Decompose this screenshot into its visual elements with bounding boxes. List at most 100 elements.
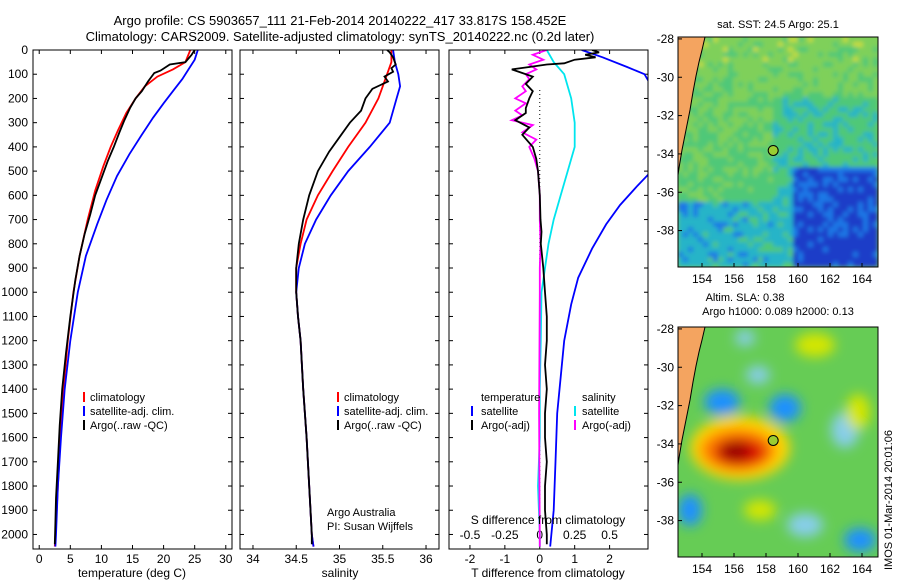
- sst-cell: [813, 262, 818, 267]
- sst-cell: [808, 262, 813, 267]
- legend-satellite: satellite-adj. clim.: [344, 406, 428, 418]
- sst-cell: [858, 97, 863, 102]
- sst-cell: [813, 42, 818, 47]
- sst-cell: [818, 127, 823, 132]
- sst-cell: [758, 262, 763, 267]
- sst-cell: [773, 97, 778, 102]
- sst-cell: [788, 137, 793, 142]
- sst-cell: [863, 67, 868, 72]
- sst-cell: [748, 122, 753, 127]
- sst-cell: [713, 212, 718, 217]
- sst-cell: [813, 237, 818, 242]
- sst-cell: [863, 102, 868, 107]
- sst-cell: [738, 72, 743, 77]
- sst-cell: [738, 102, 743, 107]
- sst-cell: [698, 227, 703, 232]
- sst-cell: [808, 77, 813, 82]
- sst-cell: [743, 122, 748, 127]
- sst-cell: [773, 222, 778, 227]
- sst-cell: [728, 62, 733, 67]
- sst-cell: [828, 112, 833, 117]
- sst-cell: [713, 187, 718, 192]
- sst-cell: [858, 187, 863, 192]
- sst-cell: [748, 187, 753, 192]
- sst-cell: [798, 92, 803, 97]
- sst-cell: [873, 162, 878, 167]
- sst-cell: [803, 107, 808, 112]
- lat-tick-label: -30: [657, 360, 675, 374]
- sst-cell: [853, 232, 858, 237]
- sst-cell: [828, 142, 833, 147]
- sst-cell: [868, 102, 873, 107]
- sst-cell: [808, 142, 813, 147]
- x-tick-label: 35.5: [371, 552, 395, 566]
- sst-cell: [683, 172, 688, 177]
- sst-cell: [718, 192, 723, 197]
- sst-cell: [708, 152, 713, 157]
- sst-cell: [753, 252, 758, 257]
- sst-cell: [853, 82, 858, 87]
- sst-cell: [738, 137, 743, 142]
- sst-cell: [788, 122, 793, 127]
- sst-cell: [868, 82, 873, 87]
- legend-t-argo: Argo(-adj): [481, 420, 530, 432]
- sst-cell: [773, 92, 778, 97]
- sst-cell: [793, 77, 798, 82]
- sst-cell: [843, 47, 848, 52]
- sst-cell: [773, 187, 778, 192]
- sst-cell: [853, 72, 858, 77]
- sst-cell: [683, 162, 688, 167]
- sst-cell: [708, 127, 713, 132]
- sst-cell: [773, 37, 778, 42]
- sst-cell: [688, 132, 693, 137]
- sst-cell: [788, 172, 793, 177]
- sst-cell: [848, 237, 853, 242]
- sst-cell: [793, 47, 798, 52]
- title-line2: Climatology: CARS2009. Satellite-adjuste…: [86, 29, 595, 44]
- sst-cell: [728, 72, 733, 77]
- sst-cell: [793, 147, 798, 152]
- sst-cell: [713, 47, 718, 52]
- lon-tick-label: 164: [852, 272, 872, 286]
- sst-cell: [768, 47, 773, 52]
- sst-cell: [873, 182, 878, 187]
- sst-cell: [693, 162, 698, 167]
- sst-cell: [848, 52, 853, 57]
- depth-tick-label: 1600: [1, 431, 28, 445]
- sst-cell: [703, 137, 708, 142]
- sst-cell: [718, 67, 723, 72]
- sst-cell: [708, 82, 713, 87]
- sst-cell: [773, 107, 778, 112]
- sst-cell: [738, 87, 743, 92]
- sst-cell: [738, 147, 743, 152]
- sst-cell: [823, 222, 828, 227]
- sst-cell: [738, 132, 743, 137]
- sst-cell: [828, 67, 833, 72]
- sst-cell: [713, 102, 718, 107]
- lon-tick-label: 162: [820, 562, 840, 576]
- sst-cell: [703, 82, 708, 87]
- sst-cell: [703, 262, 708, 267]
- depth-tick-label: 1700: [1, 455, 28, 469]
- sst-cell: [733, 102, 738, 107]
- sst-cell: [863, 167, 868, 172]
- sst-cell: [778, 62, 783, 67]
- sst-cell: [773, 122, 778, 127]
- sst-cell: [713, 52, 718, 57]
- sst-cell: [728, 252, 733, 257]
- sst-cell: [803, 262, 808, 267]
- sst-cell: [773, 47, 778, 52]
- sst-cell: [813, 187, 818, 192]
- series-line: [537, 50, 576, 547]
- sst-cell: [843, 217, 848, 222]
- sst-cell: [828, 212, 833, 217]
- sst-cell: [713, 97, 718, 102]
- sla-field: [678, 330, 876, 552]
- sst-cell: [733, 87, 738, 92]
- sst-cell: [808, 87, 813, 92]
- sst-cell: [698, 127, 703, 132]
- sst-cell: [828, 172, 833, 177]
- sst-cell: [748, 257, 753, 262]
- sst-cell: [753, 87, 758, 92]
- sst-cell: [873, 132, 878, 137]
